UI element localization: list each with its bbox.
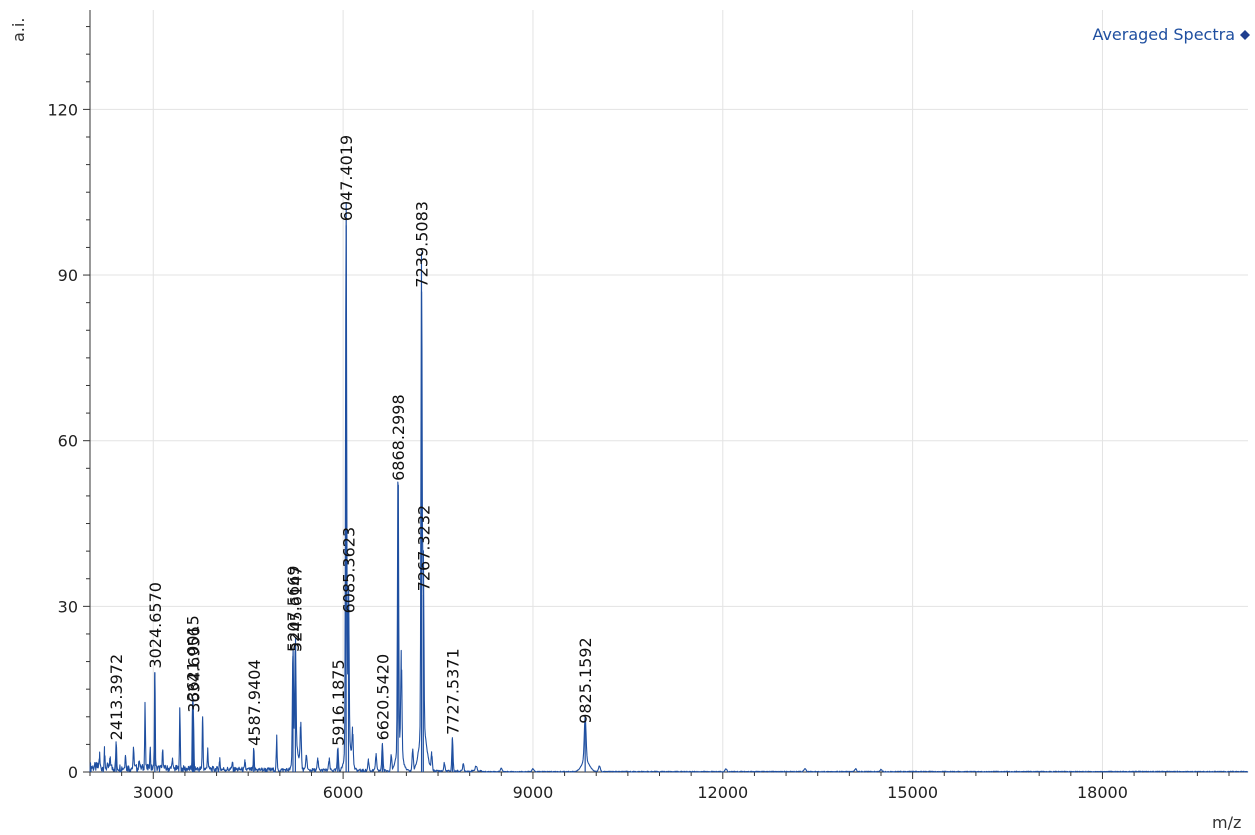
peak-label: 5207.5669 [284, 565, 303, 652]
y-tick-label: 30 [58, 597, 78, 616]
peak-label: 6085.3623 [340, 527, 359, 614]
spectrum-line [89, 203, 1249, 773]
x-axis-label: m/z [1212, 813, 1241, 832]
peak-label: 2413.3972 [107, 654, 126, 741]
peak-label: 6047.4019 [337, 135, 356, 222]
spectrum-series [89, 203, 1249, 773]
x-tick-label: 9000 [513, 783, 554, 802]
y-axis-label: a.i. [9, 18, 28, 42]
peak-label: 6620.5420 [373, 654, 392, 741]
x-tick-label: 3000 [133, 783, 174, 802]
x-tick-label: 6000 [323, 783, 364, 802]
peak-label: 9825.1592 [576, 637, 595, 724]
peak-label: 3024.6570 [146, 582, 165, 669]
peak-label: 4587.9404 [245, 659, 264, 746]
peak-label: 5245.6147 [286, 565, 305, 652]
peak-label: 3634.6956 [184, 626, 203, 713]
peak-label: 3621.0015 [184, 615, 203, 702]
y-tick-label: 90 [58, 266, 78, 285]
peak-label: 7727.5371 [443, 648, 462, 735]
y-tick-label: 0 [68, 763, 78, 782]
peak-label: 5916.1875 [329, 659, 348, 746]
x-tick-label: 12000 [697, 783, 748, 802]
plot-area-background [90, 10, 1248, 772]
peak-label: 6868.2998 [389, 394, 408, 481]
y-tick-label: 120 [47, 100, 78, 119]
legend-label: Averaged Spectra [1092, 25, 1235, 44]
x-tick-label: 18000 [1077, 783, 1128, 802]
ticks: 3000 6000 9000 12000 15000 18000 0 30 60 90 120 [47, 26, 1230, 802]
peak-label: 7239.5083 [413, 201, 432, 288]
peak-label: 7267.3232 [414, 505, 433, 592]
x-tick-label: 15000 [887, 783, 938, 802]
legend-diamond-icon [1240, 30, 1250, 40]
gridlines [90, 10, 1248, 772]
y-tick-label: 60 [58, 432, 78, 451]
legend: Averaged Spectra [1092, 25, 1250, 44]
